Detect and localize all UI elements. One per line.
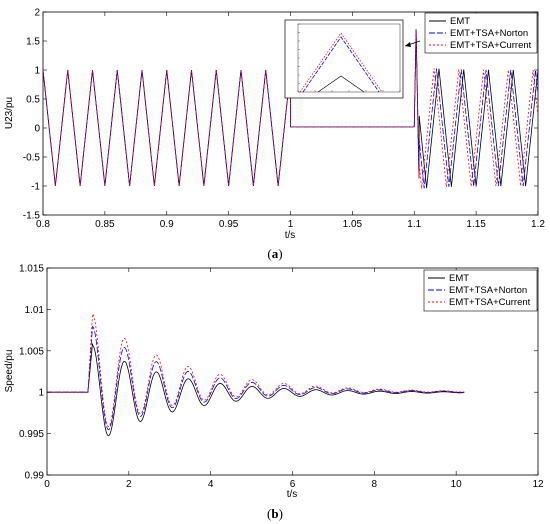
chart-b-ytick-label: 1 (38, 388, 44, 399)
chart-b-xtick-label: 4 (208, 479, 214, 490)
chart-b-legend: EMT EMT+TSA+Norton EMT+TSA+Current (423, 269, 538, 312)
chart-b-series-current (47, 313, 465, 427)
chart-a-series-current (42, 29, 539, 189)
chart-b-caption: (b) (267, 506, 283, 521)
chart-b-series-group (47, 313, 465, 437)
chart-b-ytick-label: 0.99 (25, 471, 45, 482)
chart-b-legend-label-emt: EMT (449, 273, 469, 284)
chart-a-tick-labels: 0.8 0.85 0.9 0.95 1 1.05 1.1 1.15 1.2 -1.5 -1 -0.5 0… (23, 8, 546, 231)
chart-a-legend-label-norton: EMT+TSA+Norton (450, 28, 528, 39)
chart-b-ytick-label: 1.015 (19, 264, 44, 275)
chart-a-xtick-label: 1.15 (466, 219, 486, 230)
chart-b-legend-box (423, 269, 538, 312)
chart-a-xtick-label: 0.85 (95, 219, 115, 230)
chart-b-ytick-label: 1.005 (19, 346, 44, 357)
chart-b-xtick-label: 2 (126, 479, 132, 490)
chart-a-ylabel: U23/pu (4, 97, 15, 129)
chart-a-caption: (a) (267, 246, 282, 261)
chart-b-xtick-label: 12 (532, 479, 544, 490)
chart-b-xtick-label: 0 (44, 479, 50, 490)
chart-a-series-norton (42, 29, 539, 189)
chart-a-ytick-label: 0.5 (26, 95, 40, 106)
chart-a-legend-box (424, 12, 538, 54)
chart-a-xlabel: t/s (285, 230, 296, 241)
chart-a-legend-label-emt: EMT (450, 16, 470, 27)
chart-b-xtick-label: 10 (451, 479, 463, 490)
chart-b-xtick-label: 6 (290, 479, 296, 490)
chart-a-inset-norton-peak (302, 36, 380, 93)
chart-a-ytick-label: -1 (31, 182, 40, 193)
chart-b-xlabel: t/s (287, 489, 298, 500)
chart-a-series-group (42, 29, 539, 189)
chart-a-ytick-label: -1.5 (23, 211, 41, 222)
chart-a-ytick-label: 2 (34, 8, 40, 19)
chart-a-inset (284, 19, 404, 99)
chart-b-legend-label-norton: EMT+TSA+Norton (449, 285, 527, 296)
chart-b-series-emt (47, 343, 465, 437)
chart-a-xtick-label: 1.05 (343, 219, 363, 230)
chart-a-legend: EMT EMT+TSA+Norton EMT+TSA+Current (424, 12, 538, 54)
chart-a-ytick-label: 0 (34, 124, 40, 135)
chart-a-ytick-label: -0.5 (23, 153, 41, 164)
chart-a-ytick-label: 1 (34, 66, 40, 77)
chart-a-xtick-label: 1.1 (407, 219, 421, 230)
chart-a-inset-ticks (297, 23, 401, 93)
chart-b-ylabel: Speed/pu (4, 350, 15, 393)
chart-b-ytick-label: 0.995 (19, 429, 44, 440)
chart-b-series-norton (47, 325, 465, 431)
chart-a-inset-emt-peak (317, 75, 365, 93)
chart-a-xtick-label: 1 (288, 219, 294, 230)
chart-a-inset-box (284, 19, 404, 99)
chart-a-xtick-label: 1.2 (531, 219, 545, 230)
chart-b: 0 2 4 6 8 10 12 0.99 0.995 1 1.005 1.01 1.015 t/s Sp… (4, 264, 544, 522)
chart-a-inset-arrow-head (405, 42, 411, 47)
chart-a-xtick-label: 0.9 (160, 219, 174, 230)
chart-a-xtick-label: 0.8 (36, 219, 50, 230)
chart-b-tick-labels: 0 2 4 6 8 10 12 0.99 0.995 1 1.005 1.01 1.015 (19, 264, 544, 491)
chart-a-ytick-label: 1.5 (26, 37, 40, 48)
chart-b-legend-label-current: EMT+TSA+Current (449, 297, 531, 308)
chart-b-xtick-label: 8 (372, 479, 378, 490)
chart-b-ytick-label: 1.01 (25, 305, 45, 316)
chart-a-xtick-label: 0.95 (219, 219, 239, 230)
chart-a-legend-label-current: EMT+TSA+Current (450, 40, 532, 51)
chart-a: 0.8 0.85 0.9 0.95 1 1.05 1.1 1.15 1.2 -1.5 -1 -0.5 0… (4, 8, 545, 262)
